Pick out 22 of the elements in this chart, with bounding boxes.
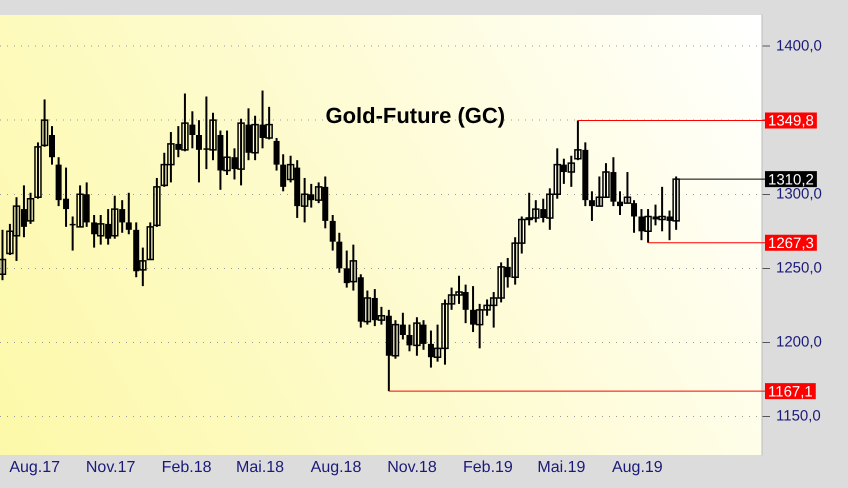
y-tick-label: 1400,0 [776, 37, 822, 54]
ref-line-label: 1310,2 [768, 171, 814, 188]
candlestick [126, 192, 132, 236]
x-tick-label: Feb.19 [463, 459, 513, 476]
x-tick-label: Aug.18 [310, 459, 362, 476]
x-tick-label: Nov.17 [86, 459, 136, 476]
y-tick-label: 1250,0 [776, 259, 822, 276]
ref-line-label: 1267,3 [768, 234, 814, 252]
y-tick-label: 1150,0 [776, 408, 821, 425]
x-tick-label: Mai.19 [537, 459, 586, 476]
candlestick [274, 136, 280, 172]
candlestick [0, 228, 6, 282]
x-tick-label: Aug.17 [9, 459, 60, 476]
y-tick-label: 1200,0 [776, 334, 822, 351]
x-tick-label: Mai.18 [236, 459, 284, 476]
ref-line-label: 1349,8 [768, 112, 814, 130]
text: Gold-Future (GC) [325, 103, 506, 128]
candlestick [330, 214, 336, 252]
x-tick-label: Aug.19 [612, 459, 663, 476]
x-tick-label: Feb.18 [162, 459, 212, 476]
x-tick-label: Nov.18 [387, 459, 437, 476]
ref-line-label: 1167,1 [768, 383, 813, 400]
